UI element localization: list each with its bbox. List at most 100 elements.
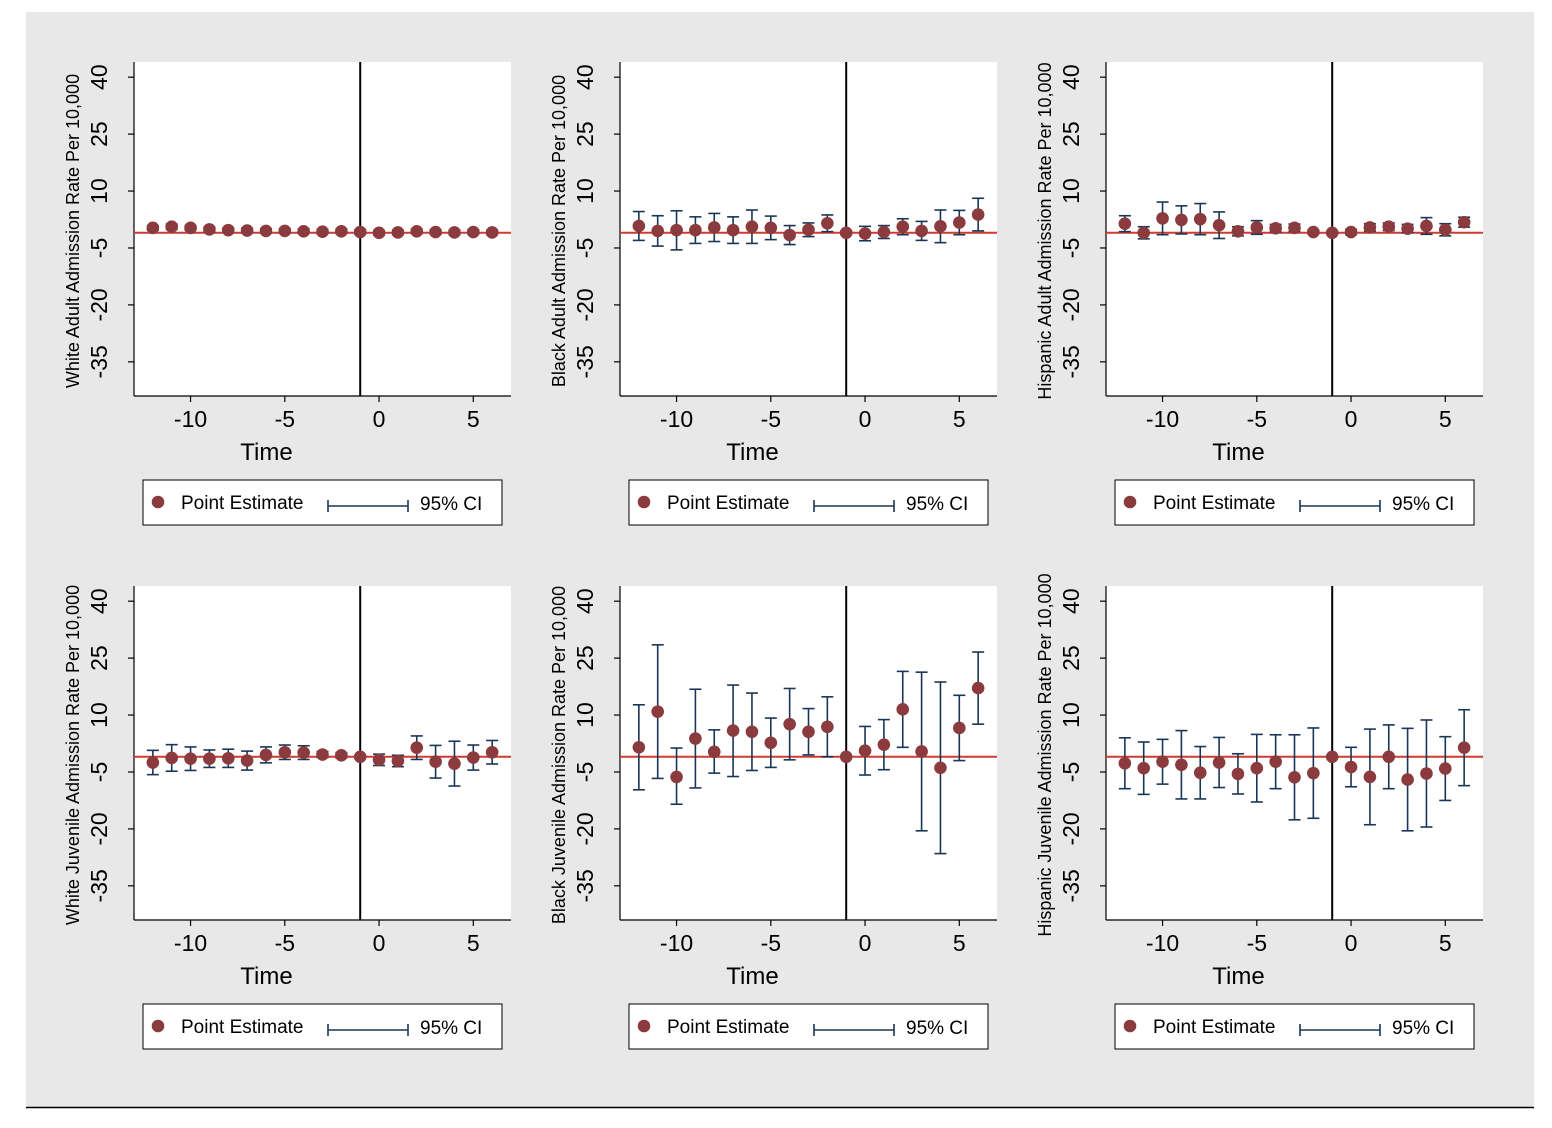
point-estimate [203,752,216,765]
chart-panel: 40 25 10 -5 -20 -35 -10 -5 0 5 Time White Juvenile … [63,585,511,1050]
point-estimate [915,745,928,758]
point-estimate [1118,217,1132,230]
x-tick-label: 5 [1439,406,1452,432]
y-tick-label: -20 [572,288,598,321]
point-estimate [391,226,405,239]
legend-point-label: Point Estimate [181,493,304,514]
x-axis-title: Time [1212,963,1264,990]
point-estimate [429,225,442,239]
point-estimate [858,744,872,758]
point-estimate [221,752,235,765]
point-estimate [745,220,759,234]
y-tick-label: -20 [1058,812,1084,845]
legend-point-label: Point Estimate [1153,1017,1276,1038]
legend-point-label: Point Estimate [667,493,790,514]
point-estimate [783,228,796,242]
point-estimate [184,752,197,765]
point-estimate [240,224,254,237]
point-estimate [1212,218,1226,232]
point-estimate [1137,761,1150,775]
x-tick-label: 5 [467,406,480,432]
point-estimate [240,754,254,767]
x-tick-label: -10 [1146,406,1179,432]
point-estimate [1137,226,1150,240]
y-tick-label: -20 [86,812,112,845]
point-estimate [1307,766,1320,780]
point-estimate [839,750,853,764]
y-tick-label: 10 [572,702,598,728]
point-estimate [1193,766,1207,780]
x-tick-label: -10 [174,930,207,956]
y-tick-label: -35 [572,345,598,378]
point-estimate [783,717,796,731]
x-tick-label: 0 [859,930,872,956]
point-estimate [297,224,310,238]
legend-point-label: Point Estimate [181,1017,304,1038]
legend-point-label: Point Estimate [667,1017,790,1038]
point-estimate [1401,222,1414,235]
x-tick-label: 5 [467,930,480,956]
x-tick-label: 5 [1439,930,1452,956]
point-estimate [802,223,815,237]
legend-point-marker [1123,495,1137,509]
point-estimate [1250,221,1264,234]
point-estimate [1457,741,1471,754]
y-axis-title: White Juvenile Admission Rate Per 10,000 [63,585,83,925]
x-axis-title: Time [240,963,292,990]
point-estimate [1231,224,1245,238]
y-tick-label: -20 [1058,288,1084,321]
x-axis-title: Time [1212,439,1264,466]
legend-ci-label: 95% CI [906,494,968,515]
point-estimate [259,224,273,238]
point-estimate [896,703,910,716]
panels-container: 40 25 10 -5 -20 -35 -10 -5 0 5 Time White Adult Adm… [63,62,1483,1050]
x-tick-label: -10 [660,406,693,432]
point-estimate [259,748,273,762]
x-tick-label: -10 [1146,930,1179,956]
point-estimate [1325,226,1339,240]
point-estimate [353,225,367,239]
chart-panel: 40 25 10 -5 -20 -35 -10 -5 0 5 Time Black Adult Adm… [549,62,997,526]
point-estimate [146,756,160,769]
point-estimate [1156,212,1169,225]
y-tick-label: -5 [1058,238,1084,258]
point-estimate [1363,770,1377,784]
y-tick-label: -5 [86,762,112,782]
point-estimate [915,224,928,238]
point-estimate [1420,219,1433,233]
point-estimate [821,720,834,734]
y-tick-label: -35 [572,869,598,902]
point-estimate [203,223,216,236]
y-axis-title: Black Juvenile Admission Rate Per 10,000 [549,586,569,924]
chart-panel: 40 25 10 -5 -20 -35 -10 -5 0 5 Time Hispanic Juveni… [1035,573,1483,1050]
point-estimate [467,751,480,764]
legend-ci-label: 95% CI [1392,494,1454,515]
y-tick-label: -20 [572,812,598,845]
point-estimate [165,220,178,234]
legend-point-label: Point Estimate [1153,493,1276,514]
point-estimate [278,224,292,238]
x-tick-label: -5 [275,406,295,432]
point-estimate [953,216,966,229]
point-estimate [934,761,947,775]
point-estimate [391,754,405,768]
point-estimate [707,221,721,234]
point-estimate [896,220,910,234]
point-estimate [372,753,386,767]
y-tick-label: 25 [1058,121,1084,147]
point-estimate [1175,213,1188,227]
y-tick-label: 40 [572,588,598,614]
y-tick-label: 25 [572,121,598,147]
point-estimate [726,223,740,237]
y-tick-label: 10 [1058,702,1084,728]
point-estimate [1175,758,1188,772]
x-axis-title: Time [240,439,292,466]
y-tick-label: 40 [1058,588,1084,614]
point-estimate [353,750,367,764]
chart-panel: 40 25 10 -5 -20 -35 -10 -5 0 5 Time Hispanic Adult … [1035,62,1483,526]
point-estimate [707,745,721,759]
legend-ci-label: 95% CI [420,1018,482,1039]
y-tick-label: -35 [86,345,112,378]
x-tick-label: -5 [1247,406,1267,432]
